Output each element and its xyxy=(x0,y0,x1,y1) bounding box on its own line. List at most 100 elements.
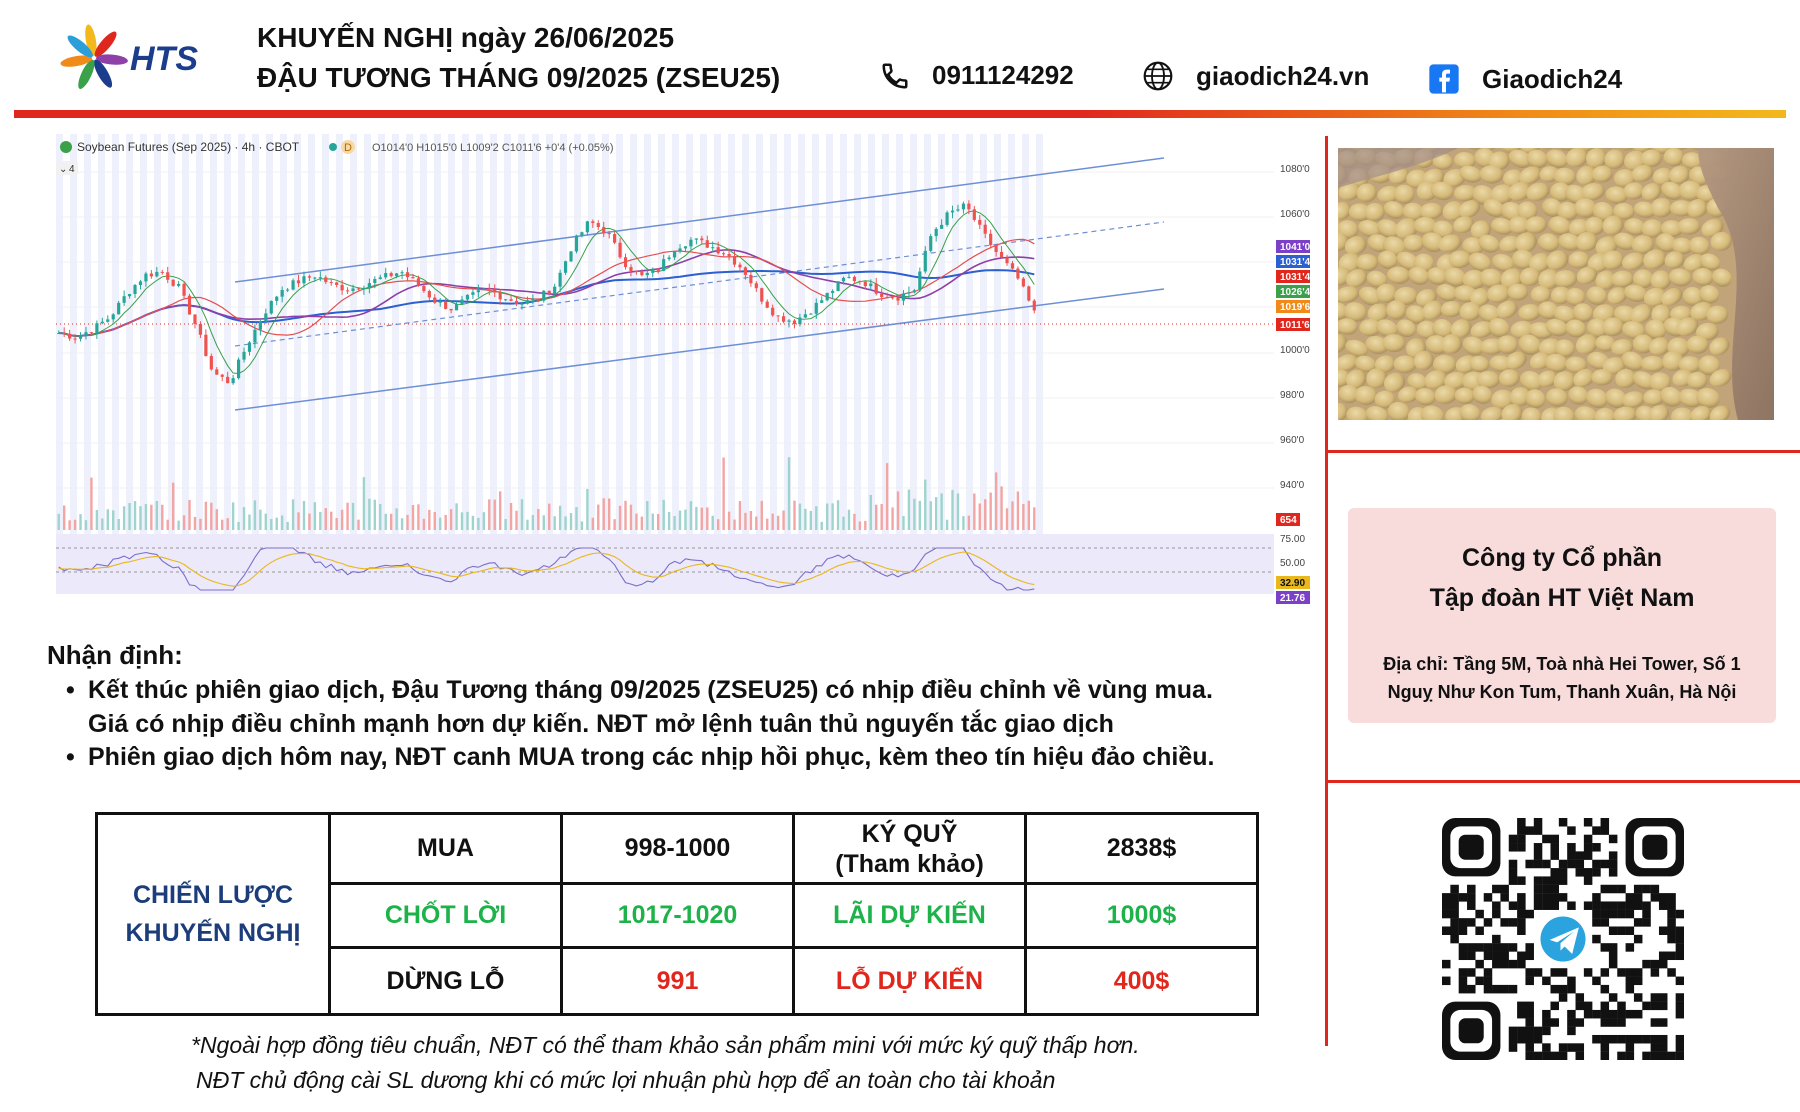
rsi-tag-bg xyxy=(1276,591,1310,604)
volume-bar xyxy=(771,513,774,530)
phone-contact[interactable]: 0911124292 xyxy=(880,60,1074,91)
price-chart[interactable]: Soybean Futures (Sep 2025) · 4h · CBOT D… xyxy=(52,134,1312,608)
soybean xyxy=(1415,388,1436,406)
candle-body xyxy=(220,374,224,377)
volume-bar xyxy=(945,519,949,530)
soybean xyxy=(1344,236,1367,256)
volume-bar xyxy=(994,472,998,530)
price-tags: 1041'0 1031'4 1031'4 1026'4 1019'6 1011'… xyxy=(1276,240,1311,604)
volume-bar xyxy=(787,457,791,530)
qr-module xyxy=(1483,918,1493,927)
price-axis: 1080'0 1060'0 1000'0 980'0 960'0 940'0 7… xyxy=(1280,164,1310,569)
candle-body xyxy=(607,232,611,235)
candle-body xyxy=(367,283,371,288)
qr-module xyxy=(1675,909,1684,919)
volume-bar xyxy=(580,521,584,530)
soybean xyxy=(1346,406,1368,420)
soybean xyxy=(1338,201,1352,220)
soybean xyxy=(1397,386,1419,403)
soybean xyxy=(1499,148,1523,153)
facebook-link[interactable]: Giaodich24 xyxy=(1482,63,1623,94)
qr-module xyxy=(1550,851,1559,860)
qr-module xyxy=(1583,1009,1593,1019)
soybean xyxy=(1338,267,1352,286)
soybean xyxy=(1453,184,1477,202)
soybean xyxy=(1624,284,1648,302)
soybean xyxy=(1444,371,1468,390)
soybean xyxy=(1407,373,1428,391)
soybean xyxy=(1338,182,1361,201)
volume-bar xyxy=(896,491,900,530)
qr-module xyxy=(1533,1051,1543,1060)
qr-module xyxy=(1533,843,1543,852)
soybean xyxy=(1538,269,1560,290)
candle-body xyxy=(820,300,824,303)
facebook-contact[interactable]: Giaodich24 xyxy=(1428,63,1622,95)
soybean xyxy=(1622,391,1645,408)
qr-module xyxy=(1558,876,1568,885)
candle-body xyxy=(247,342,252,352)
qr-module xyxy=(1592,934,1601,944)
soybean xyxy=(1537,370,1558,388)
qr-module xyxy=(1450,901,1459,910)
analysis-bullet-continuation: Giá có nhịp điều chỉnh mạnh hơn dự kiến.… xyxy=(88,710,1114,738)
candle-body xyxy=(989,233,993,246)
candle-body xyxy=(204,334,208,357)
soybean xyxy=(1442,201,1465,222)
qr-module xyxy=(1550,984,1559,994)
candle-body xyxy=(580,232,584,236)
company-address: Địa chỉ: Tầng 5M, Toà nhà Hei Tower, Số … xyxy=(1383,654,1741,674)
volume-bar xyxy=(711,515,714,530)
soybean xyxy=(1472,385,1493,404)
qr-module xyxy=(1567,1009,1576,1019)
soybean xyxy=(1358,220,1382,238)
ohlc-readout: O1014'0 H1015'0 L1009'2 C1011'6 +0'4 (+0… xyxy=(372,142,613,154)
soybean xyxy=(1430,181,1454,201)
volume-bar xyxy=(324,508,327,530)
soybean xyxy=(1586,286,1607,306)
volume-bar xyxy=(1000,486,1003,530)
candle-body xyxy=(934,228,938,237)
candle-body xyxy=(869,283,873,287)
soybean xyxy=(1488,318,1510,338)
volume-bar xyxy=(308,513,311,530)
chart-band xyxy=(378,134,385,534)
candle-body xyxy=(193,314,197,324)
candle-body xyxy=(880,293,884,297)
qr-module xyxy=(1642,959,1651,969)
soybean xyxy=(1454,152,1476,169)
soybean xyxy=(1525,216,1548,234)
qr-module xyxy=(1550,1018,1559,1027)
qr-module xyxy=(1625,968,1635,977)
candle-body xyxy=(362,287,366,290)
candle-body xyxy=(307,276,312,278)
soybean xyxy=(1613,202,1635,220)
indicators-toggle[interactable] xyxy=(56,161,78,175)
qr-module xyxy=(1583,851,1593,860)
column-divider xyxy=(1325,136,1328,1046)
soybean xyxy=(1682,286,1703,307)
volume-bar xyxy=(477,517,480,530)
qr-module xyxy=(1550,884,1559,894)
soybean xyxy=(1692,267,1714,287)
soybean xyxy=(1565,319,1586,338)
website-contact[interactable]: giaodich24.vn xyxy=(1142,60,1369,92)
volume-tag-bg xyxy=(1276,513,1300,526)
volume-bar xyxy=(368,498,371,530)
chart-svg[interactable]: Soybean Futures (Sep 2025) · 4h · CBOT D… xyxy=(52,134,1312,608)
qr-module xyxy=(1550,843,1559,852)
chart-band xyxy=(854,134,861,534)
qr-module xyxy=(1458,984,1468,994)
website-link[interactable]: giaodich24.vn xyxy=(1196,60,1370,91)
chart-band xyxy=(784,134,791,534)
volume-bar xyxy=(193,516,197,530)
candle-body xyxy=(231,378,235,384)
qr-module xyxy=(1550,868,1559,877)
volume-bar xyxy=(847,509,851,530)
qr-module xyxy=(1650,1018,1660,1027)
qr-module xyxy=(1483,943,1493,952)
telegram-qr-code[interactable] xyxy=(1442,818,1684,1060)
volume-bar xyxy=(684,509,687,530)
soybean xyxy=(1544,353,1568,373)
qr-module xyxy=(1592,901,1601,910)
